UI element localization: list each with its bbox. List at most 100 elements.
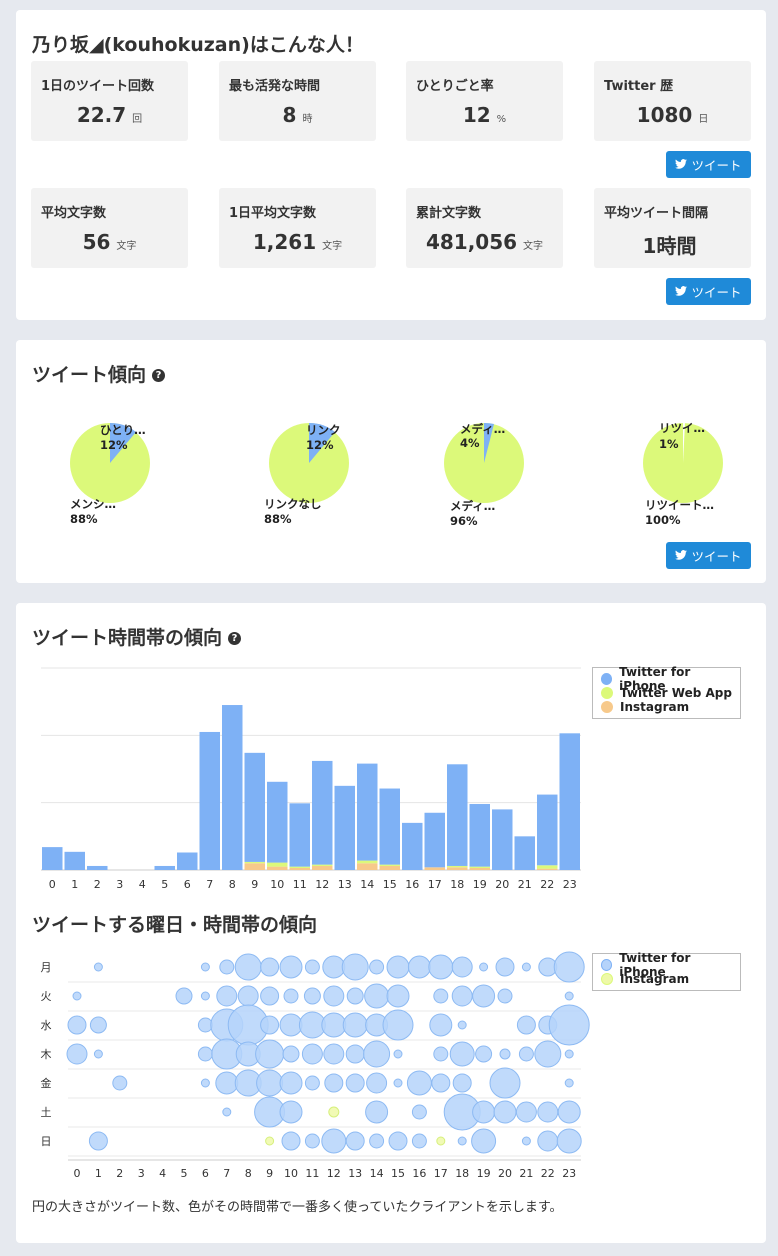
bubble bbox=[411, 1133, 427, 1149]
legend-item: Instagram bbox=[601, 700, 732, 714]
x-tick-label: 0 bbox=[74, 1167, 81, 1180]
hourly-legend: Twitter for iPhone Twitter Web App Insta… bbox=[592, 665, 741, 719]
bubble bbox=[345, 1073, 365, 1093]
pie-percent: 96% bbox=[450, 514, 478, 528]
stat-unit: 回 bbox=[132, 114, 143, 125]
bar bbox=[244, 863, 265, 870]
help-icon[interactable]: ? bbox=[152, 369, 166, 382]
weekly-note: 円の大きさがツイート数、色がその時間帯で一番多く使っていたクライアントを示します… bbox=[32, 1200, 563, 1215]
bar bbox=[289, 803, 310, 867]
x-tick-label: 21 bbox=[518, 878, 532, 891]
stat-monologue-rate: ひとりごと率 12% bbox=[406, 61, 563, 141]
pie-percent: 1% bbox=[659, 437, 679, 451]
time-card: ツイート時間帯の傾向? 0 1 2 3 4 5 6 7 8 9 10 11 12 13 14 15 16 17 18… bbox=[16, 603, 766, 1243]
pie-slice bbox=[110, 422, 136, 463]
stat-value: 481,056 bbox=[425, 230, 518, 254]
bubble bbox=[369, 1133, 385, 1149]
bubble bbox=[323, 985, 345, 1007]
stat-value: 56 bbox=[82, 230, 111, 254]
bubble bbox=[407, 955, 431, 979]
tweet-button[interactable]: ツイート bbox=[666, 542, 751, 569]
tweet-button-label: ツイート bbox=[691, 158, 742, 173]
legend-dot bbox=[601, 673, 613, 685]
x-tick-label: 14 bbox=[370, 1167, 384, 1180]
bar bbox=[537, 865, 558, 869]
x-tick-label: 22 bbox=[541, 1167, 555, 1180]
bubble bbox=[534, 1040, 562, 1068]
x-tick-label: 20 bbox=[495, 878, 509, 891]
bubble bbox=[67, 1015, 87, 1035]
x-tick-label: 0 bbox=[49, 878, 56, 891]
legend-label: Twitter for iPhone bbox=[619, 951, 691, 979]
bar bbox=[379, 788, 400, 865]
tweet-button[interactable]: ツイート bbox=[666, 151, 751, 178]
bubble bbox=[200, 962, 210, 972]
pie-label: リンクなし bbox=[264, 497, 322, 511]
bubble bbox=[93, 962, 103, 972]
bubble bbox=[393, 1049, 403, 1059]
stat-value: 22.7 bbox=[76, 103, 127, 127]
bubble bbox=[433, 1046, 449, 1062]
bubble bbox=[363, 1040, 391, 1068]
bar bbox=[537, 868, 558, 870]
bubble bbox=[537, 1130, 559, 1152]
legend-item: Twitter Web App bbox=[601, 686, 732, 700]
bar bbox=[244, 752, 265, 862]
bar bbox=[334, 785, 355, 870]
bar bbox=[379, 864, 400, 866]
tweet-button[interactable]: ツイート bbox=[666, 278, 751, 305]
stat-unit: 時 bbox=[302, 114, 313, 125]
twitter-bird-icon bbox=[675, 284, 688, 299]
pie-label: メディ… bbox=[450, 499, 495, 513]
bar bbox=[312, 865, 333, 870]
weekly-title: ツイートする曜日・時間帯の傾向 bbox=[32, 914, 318, 936]
pie-percent: 88% bbox=[264, 512, 292, 526]
bar bbox=[64, 851, 85, 870]
bubble bbox=[472, 984, 496, 1008]
y-tick-label: 月 bbox=[41, 961, 52, 974]
stat-value: 12 bbox=[462, 103, 491, 127]
bubble bbox=[475, 1045, 493, 1063]
y-tick-label: 日 bbox=[41, 1135, 52, 1148]
bubble bbox=[112, 1075, 128, 1091]
legend-item: Twitter for iPhone bbox=[601, 951, 732, 979]
bubble bbox=[72, 991, 82, 1001]
bubble bbox=[537, 1101, 559, 1123]
y-tick-label: 土 bbox=[41, 1106, 52, 1119]
stat-unit: % bbox=[496, 114, 507, 125]
twitter-bird-icon bbox=[675, 157, 688, 172]
bubble bbox=[388, 1131, 408, 1151]
bubble bbox=[279, 1071, 303, 1095]
bar bbox=[267, 862, 288, 867]
bubble bbox=[433, 988, 449, 1004]
stat-label: 平均文字数 bbox=[41, 206, 107, 221]
bar bbox=[42, 847, 63, 870]
x-tick-label: 7 bbox=[206, 878, 213, 891]
stat-value: 1080 bbox=[636, 103, 693, 127]
bubble bbox=[301, 1043, 323, 1065]
y-tick-label: 金 bbox=[41, 1076, 52, 1090]
bar bbox=[222, 705, 243, 870]
stat-avg-interval: 平均ツイート間隔 1時間 bbox=[594, 188, 751, 268]
bar bbox=[492, 809, 513, 870]
bubble bbox=[564, 991, 574, 1001]
x-tick-label: 5 bbox=[181, 1167, 188, 1180]
bubble bbox=[342, 1012, 368, 1038]
stat-avg-chars: 平均文字数 56 文字 bbox=[31, 188, 188, 268]
bubble bbox=[364, 983, 390, 1009]
weekly-legend: Twitter for iPhone Instagram bbox=[592, 951, 741, 991]
x-tick-label: 22 bbox=[540, 878, 554, 891]
bar bbox=[537, 794, 558, 866]
bubble bbox=[322, 955, 346, 979]
bubble bbox=[479, 962, 489, 972]
bubble bbox=[515, 1101, 537, 1123]
x-tick-label: 15 bbox=[383, 878, 397, 891]
help-icon[interactable]: ? bbox=[228, 632, 242, 645]
bubble bbox=[321, 1128, 347, 1154]
x-tick-label: 6 bbox=[202, 1167, 209, 1180]
bubble bbox=[279, 1100, 303, 1124]
x-tick-label: 10 bbox=[284, 1167, 298, 1180]
hourly-title-text: ツイート時間帯の傾向 bbox=[32, 627, 223, 649]
stat-label: 1日のツイート回数 bbox=[41, 79, 155, 94]
x-tick-label: 19 bbox=[477, 1167, 491, 1180]
